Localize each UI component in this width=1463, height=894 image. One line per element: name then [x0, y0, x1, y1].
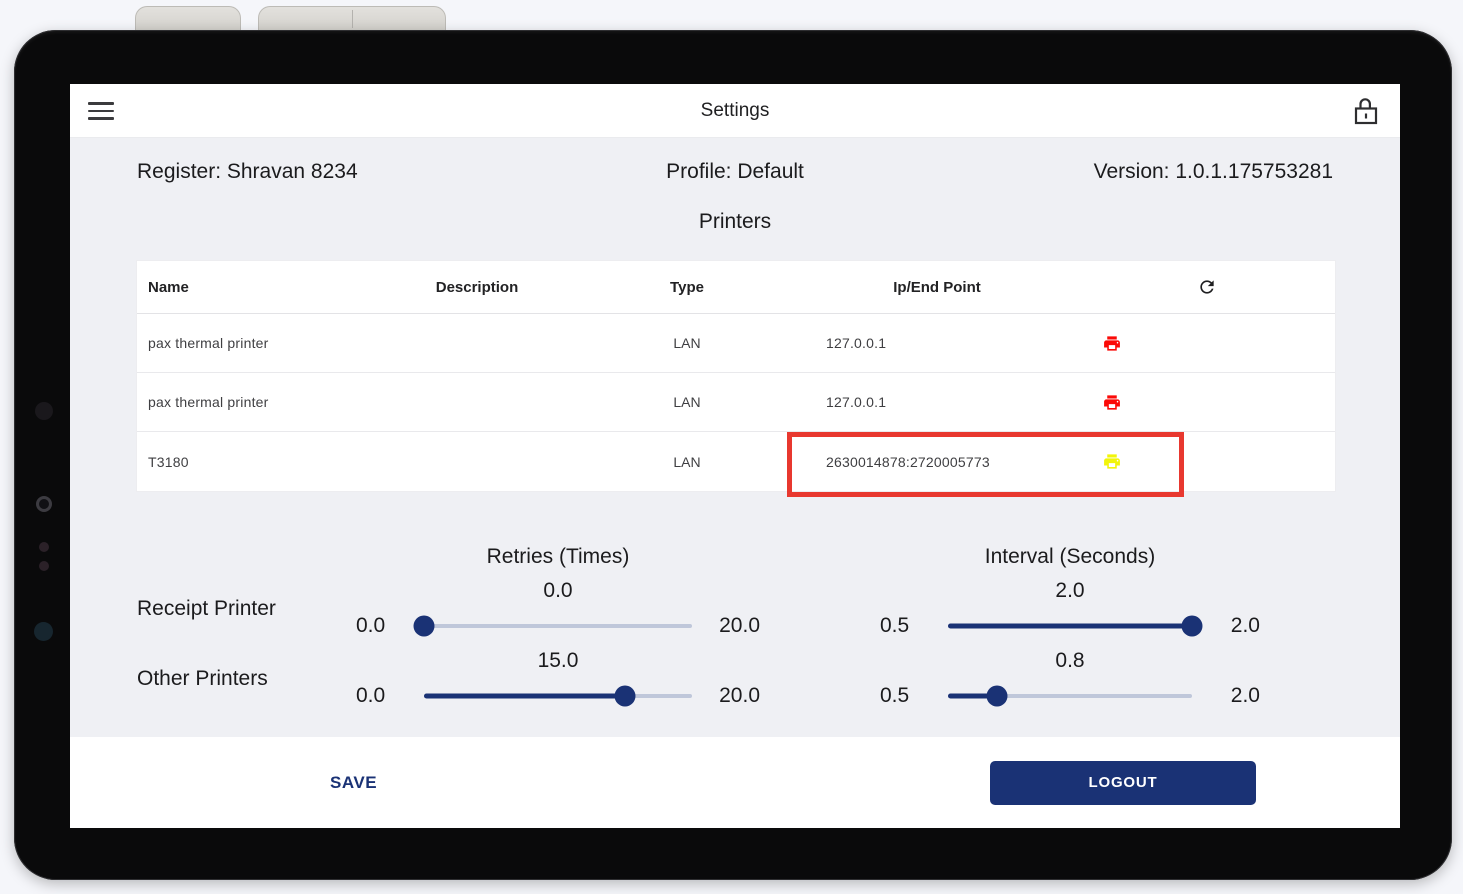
interval-header: Interval (Seconds)	[984, 545, 1156, 568]
printer-status-icon[interactable]	[1102, 334, 1122, 353]
version-label: Version: 1.0.1.175753281	[1093, 160, 1334, 183]
column-header-description: Description	[435, 278, 519, 296]
other-interval-slider[interactable]: 0.5 2.0	[880, 678, 1260, 714]
printer-row[interactable]: pax thermal printer LAN 127.0.0.1	[137, 373, 1335, 432]
slider-max-label: 2.0	[1230, 614, 1260, 637]
table-header-row: Name Description Type Ip/End Point	[137, 261, 1335, 314]
bezel-sensor-dot	[39, 542, 49, 552]
other-retries-slider[interactable]: 0.0 20.0	[356, 678, 760, 714]
printer-status-icon[interactable]	[1102, 452, 1122, 471]
other-retries-value: 15.0	[537, 649, 579, 672]
slider-track[interactable]	[424, 685, 692, 707]
app-screen: Settings Register: Shravan 8234 Profile:…	[70, 84, 1400, 828]
slider-min-label: 0.0	[356, 684, 386, 707]
bezel-sensor-dot	[35, 402, 53, 420]
printer-type: LAN	[673, 335, 701, 351]
footer-bar: SAVE LOGOUT	[70, 737, 1400, 828]
printers-table: Name Description Type Ip/End Point pax t…	[136, 260, 1336, 492]
slider-max-label: 20.0	[719, 614, 760, 637]
printer-sliders-section: Retries (Times) Interval (Seconds) Recei…	[70, 540, 1400, 714]
bezel-sensor-dot	[39, 561, 49, 571]
printer-name: pax thermal printer	[148, 394, 269, 410]
printer-type: LAN	[673, 453, 701, 470]
slider-track[interactable]	[948, 615, 1203, 637]
receipt-interval-slider[interactable]: 0.5 2.0	[880, 608, 1260, 644]
receipt-printer-label: Receipt Printer	[137, 597, 276, 620]
column-header-name: Name	[148, 278, 189, 296]
slider-thumb[interactable]	[986, 685, 1008, 707]
slider-max-label: 2.0	[1230, 684, 1260, 707]
slider-min-label: 0.0	[356, 614, 386, 637]
slider-max-label: 20.0	[719, 684, 760, 707]
column-header-type: Type	[670, 278, 704, 296]
profile-label: Profile: Default	[666, 160, 804, 183]
retries-header: Retries (Times)	[486, 545, 630, 568]
printer-name: pax thermal printer	[148, 335, 269, 351]
other-printers-label: Other Printers	[137, 667, 268, 690]
app-bar: Settings	[70, 84, 1400, 138]
receipt-retries-value: 0.0	[543, 579, 573, 602]
receipt-interval-value: 2.0	[1055, 579, 1085, 602]
slider-min-label: 0.5	[880, 614, 910, 637]
receipt-retries-slider[interactable]: 0.0 20.0	[356, 608, 760, 644]
column-header-endpoint: Ip/End Point	[893, 278, 981, 296]
status-row: Register: Shravan 8234 Profile: Default …	[70, 138, 1400, 184]
logout-button[interactable]: LOGOUT	[990, 760, 1256, 805]
printer-type: LAN	[673, 394, 701, 410]
hamburger-menu-icon[interactable]	[88, 102, 114, 120]
slider-track[interactable]	[948, 685, 1192, 707]
unlocked-padlock-icon[interactable]	[1353, 97, 1379, 125]
printers-section-title: Printers	[698, 210, 772, 233]
printer-name: T3180	[148, 453, 189, 470]
slider-track[interactable]	[413, 615, 692, 637]
other-interval-value: 0.8	[1055, 649, 1085, 672]
slider-min-label: 0.5	[880, 684, 910, 707]
printer-endpoint: 127.0.0.1	[826, 394, 887, 410]
printer-status-icon[interactable]	[1102, 393, 1122, 412]
bezel-camera-dot	[34, 622, 53, 641]
slider-thumb[interactable]	[614, 685, 636, 707]
register-label: Register: Shravan 8234	[137, 160, 358, 183]
slider-thumb[interactable]	[413, 615, 435, 637]
printer-endpoint: 2630014878:2720005773	[826, 453, 990, 470]
tablet-frame: Settings Register: Shravan 8234 Profile:…	[14, 30, 1452, 880]
save-button[interactable]: SAVE	[330, 772, 378, 792]
slider-thumb[interactable]	[1181, 615, 1203, 637]
page-title: Settings	[700, 99, 770, 121]
front-camera	[36, 496, 52, 512]
printer-endpoint: 127.0.0.1	[826, 335, 887, 351]
printer-row[interactable]: pax thermal printer LAN 127.0.0.1	[137, 314, 1335, 373]
refresh-icon[interactable]	[1197, 277, 1217, 297]
printer-row-highlighted[interactable]: T3180 LAN 2630014878:2720005773	[137, 432, 1335, 491]
